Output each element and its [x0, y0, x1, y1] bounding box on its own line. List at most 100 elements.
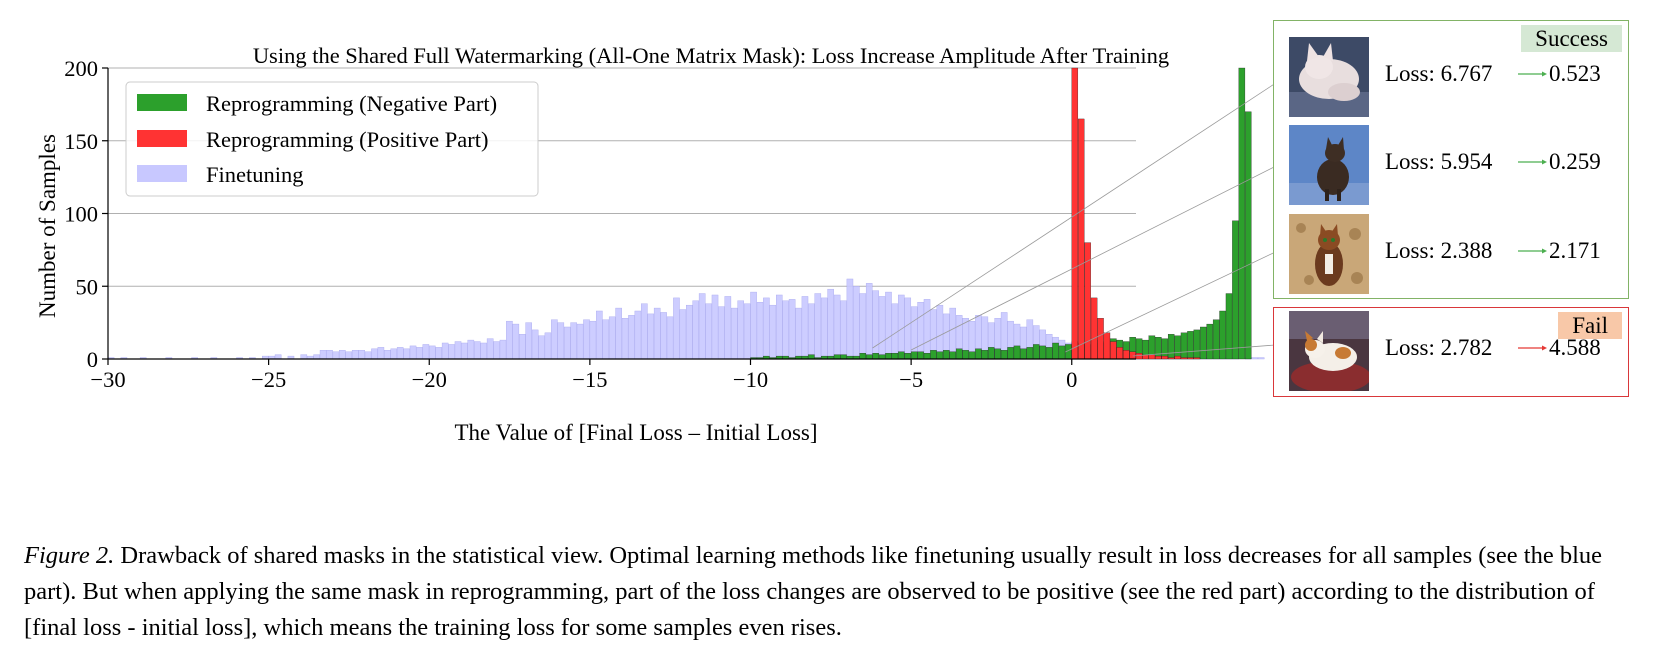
bar-negative [1245, 111, 1252, 360]
bar-finetuning [339, 350, 346, 360]
bar-finetuning [422, 344, 430, 360]
sample-image-tabby-cat [1289, 214, 1369, 294]
bar-positive [1097, 318, 1104, 360]
bar-finetuning [743, 303, 751, 360]
bar-finetuning [833, 294, 841, 360]
bar-finetuning [1257, 357, 1265, 360]
axes: 0 50 100 150 200 −30 −25 −20 −15 −10 −5 0 [64, 56, 1136, 392]
bar-positive [1078, 118, 1085, 360]
fail-panel: Fail Loss: 2.782 4.588 [1273, 307, 1629, 397]
bar-negative [1155, 337, 1162, 360]
bar-negative [1174, 335, 1181, 360]
bar-negative [930, 350, 937, 360]
loss-before: Loss: 2.388 [1385, 238, 1493, 263]
success-panel: Success Loss: 6.767 0.523 [1273, 20, 1629, 299]
bar-finetuning [686, 304, 693, 360]
bar-finetuning [917, 302, 924, 360]
figure-2: 0 50 100 150 200 −30 −25 −20 −15 −10 −5 0 Using the… [35, 20, 1629, 445]
bar-finetuning [776, 294, 783, 360]
bar-finetuning [416, 347, 423, 360]
bar-finetuning [711, 294, 719, 360]
bar-finetuning [371, 348, 378, 360]
bar-finetuning [409, 345, 417, 360]
bar-negative [866, 354, 873, 360]
fail-sample-1: Loss: 2.782 4.588 [1289, 311, 1619, 391]
bar-finetuning [429, 345, 436, 360]
bar-finetuning [557, 322, 565, 360]
bar-negative [1232, 220, 1239, 360]
bar-finetuning [891, 303, 899, 360]
y-tick-label: 200 [64, 56, 98, 81]
bar-finetuning [1251, 357, 1258, 360]
bar-finetuning [846, 278, 854, 360]
chart-title: Using the Shared Full Watermarking (All-… [253, 43, 1169, 68]
bar-negative [975, 348, 982, 360]
bar-finetuning [936, 304, 944, 360]
bar-negative [923, 353, 931, 360]
bar-finetuning [820, 297, 828, 360]
green-arrow-icon [1518, 248, 1547, 254]
bar-finetuning [853, 286, 860, 360]
legend-swatch-negative [137, 94, 187, 111]
bar-finetuning [351, 350, 359, 360]
success-sample-2: Loss: 5.954 0.259 [1289, 125, 1619, 205]
bar-finetuning [756, 302, 764, 360]
bar-negative [808, 354, 815, 360]
bar-negative [1212, 319, 1220, 360]
figure-caption: Figure 2. Drawback of shared masks in th… [24, 538, 1654, 646]
bar-finetuning [345, 351, 353, 360]
bar-finetuning [666, 316, 674, 360]
bar-negative [885, 353, 892, 360]
bar-finetuning [641, 303, 648, 360]
caption-text: Drawback of shared masks in the statisti… [24, 542, 1603, 641]
x-tick-label: −30 [90, 367, 125, 392]
bar-negative [891, 353, 899, 360]
bar-negative [936, 351, 944, 360]
bar-finetuning [480, 342, 487, 360]
bar-negative [981, 350, 989, 360]
bar-negative [859, 353, 866, 360]
bar-finetuning [718, 306, 725, 360]
bar-positive [1090, 297, 1098, 360]
bar-finetuning [878, 296, 886, 360]
bar-positive [1155, 355, 1162, 360]
bar-finetuning [396, 347, 404, 360]
bar-negative [1058, 345, 1066, 360]
success-badge: Success [1521, 25, 1622, 52]
x-axis-label: The Value of [Final Loss – Initial Loss] [454, 420, 817, 445]
bar-finetuning [563, 326, 571, 360]
x-tick-label: −25 [251, 367, 286, 392]
y-axis-label: Number of Samples [35, 134, 60, 318]
legend-label-positive: Reprogramming (Positive Part) [206, 127, 488, 152]
bar-positive [1161, 355, 1168, 360]
bar-negative [1219, 310, 1226, 360]
connector-line [1132, 343, 1289, 357]
bar-finetuning [859, 293, 867, 360]
bar-negative [994, 348, 1001, 360]
bar-finetuning [788, 299, 796, 360]
x-tick-label: 0 [1066, 367, 1077, 392]
bar-finetuning [583, 319, 590, 360]
bar-finetuning [538, 335, 545, 360]
bar-positive [1110, 341, 1117, 360]
bar-positive [1187, 357, 1194, 360]
histogram-chart: 0 50 100 150 200 −30 −25 −20 −15 −10 −5 0 Using the… [35, 43, 1290, 445]
loss-after: 0.259 [1549, 149, 1601, 174]
bar-finetuning [364, 351, 372, 360]
bar-negative [962, 350, 969, 360]
bar-finetuning [647, 313, 655, 360]
bar-finetuning [750, 291, 757, 360]
bar-negative [943, 350, 950, 360]
bar-finetuning [801, 296, 809, 360]
connector-line [910, 159, 1289, 351]
x-tick-label: −15 [572, 367, 607, 392]
bar-finetuning [628, 315, 635, 360]
bar-finetuning [949, 307, 956, 360]
bar-positive [1180, 357, 1188, 360]
bar-finetuning [692, 300, 699, 360]
bar-finetuning [531, 329, 539, 360]
bar-finetuning [474, 341, 481, 360]
histogram-bars [107, 67, 1265, 360]
bar-negative [968, 351, 976, 360]
bar-negative [878, 354, 886, 360]
